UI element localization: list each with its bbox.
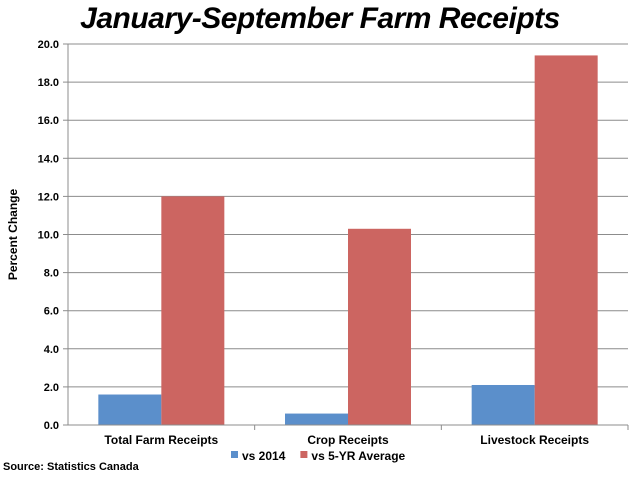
x-tick-label: Crop Receipts [307,433,389,447]
y-tick-label: 10.0 [38,230,59,242]
y-tick-label: 2.0 [44,382,59,394]
y-axis-title: Percent Change [6,188,20,280]
bar [534,55,598,426]
axis-labels: 0.0 2.0 4.0 6.0 8.0 10.0 12.0 14.0 16.0 18.0 20.0 T… [6,39,589,447]
bar [348,228,411,425]
y-tick-label: 14.0 [38,153,59,165]
legend-label: vs 2014 [242,449,286,463]
legend-label: vs 5-YR Average [311,449,405,463]
y-tick-label: 0.0 [44,420,59,432]
chart-title: January-September Farm Receipts [80,2,560,35]
x-tick-label: Total Farm Receipts [104,433,218,447]
axes [63,43,629,430]
y-tick-label: 16.0 [38,115,59,127]
bar [161,196,225,425]
bars [98,55,598,426]
source-note: Source: Statistics Canada [3,461,139,473]
y-tick-label: 20.0 [38,39,59,51]
legend-swatch [231,451,238,458]
legend: vs 2014 vs 5-YR Average [231,449,406,463]
x-tick-label: Livestock Receipts [480,433,589,447]
y-tick-label: 6.0 [44,306,59,318]
bar [98,394,162,425]
y-tick-label: 8.0 [44,268,59,280]
bar [471,384,535,425]
legend-swatch [300,451,308,458]
y-tick-label: 4.0 [44,344,59,356]
bar [285,413,348,425]
y-tick-label: 12.0 [38,191,59,203]
y-tick-label: 18.0 [38,77,59,89]
